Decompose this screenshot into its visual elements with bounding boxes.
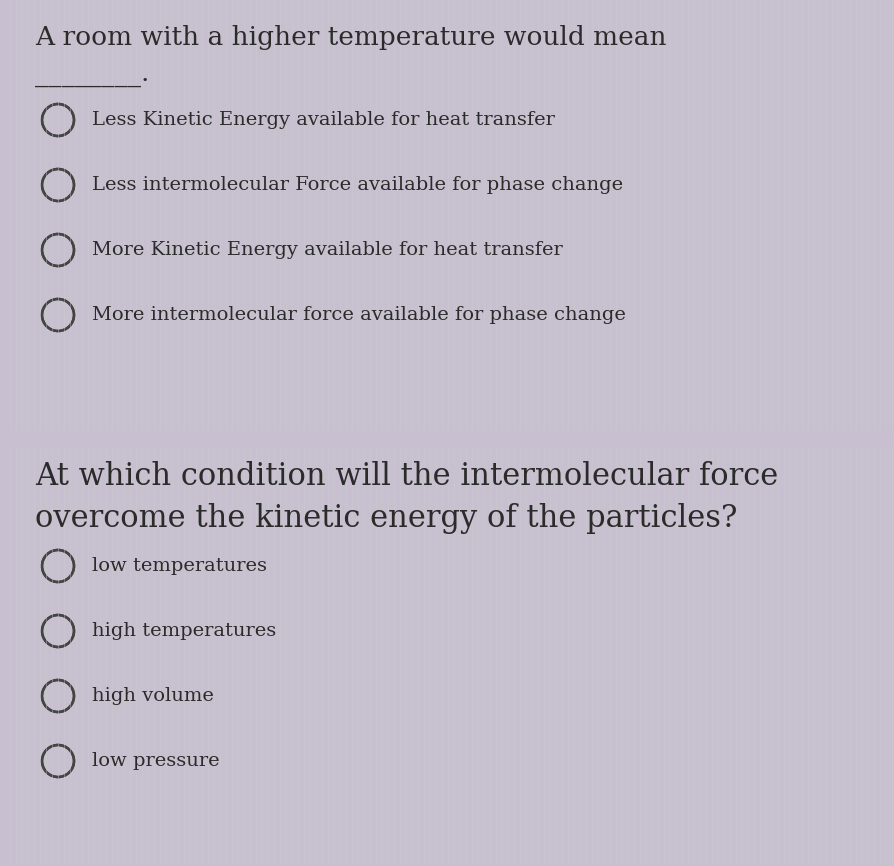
Text: overcome the kinetic energy of the particles?: overcome the kinetic energy of the parti… [35, 503, 737, 534]
Text: More intermolecular force available for phase change: More intermolecular force available for … [92, 306, 625, 324]
Text: ________.: ________. [35, 62, 149, 87]
Text: More Kinetic Energy available for heat transfer: More Kinetic Energy available for heat t… [92, 241, 562, 259]
Text: high volume: high volume [92, 687, 214, 705]
Text: Less intermolecular Force available for phase change: Less intermolecular Force available for … [92, 176, 622, 194]
Text: Less Kinetic Energy available for heat transfer: Less Kinetic Energy available for heat t… [92, 111, 554, 129]
Text: low pressure: low pressure [92, 752, 219, 770]
Text: low temperatures: low temperatures [92, 557, 266, 575]
Text: A room with a higher temperature would mean: A room with a higher temperature would m… [35, 25, 666, 50]
Text: At which condition will the intermolecular force: At which condition will the intermolecul… [35, 461, 778, 492]
Text: high temperatures: high temperatures [92, 622, 276, 640]
